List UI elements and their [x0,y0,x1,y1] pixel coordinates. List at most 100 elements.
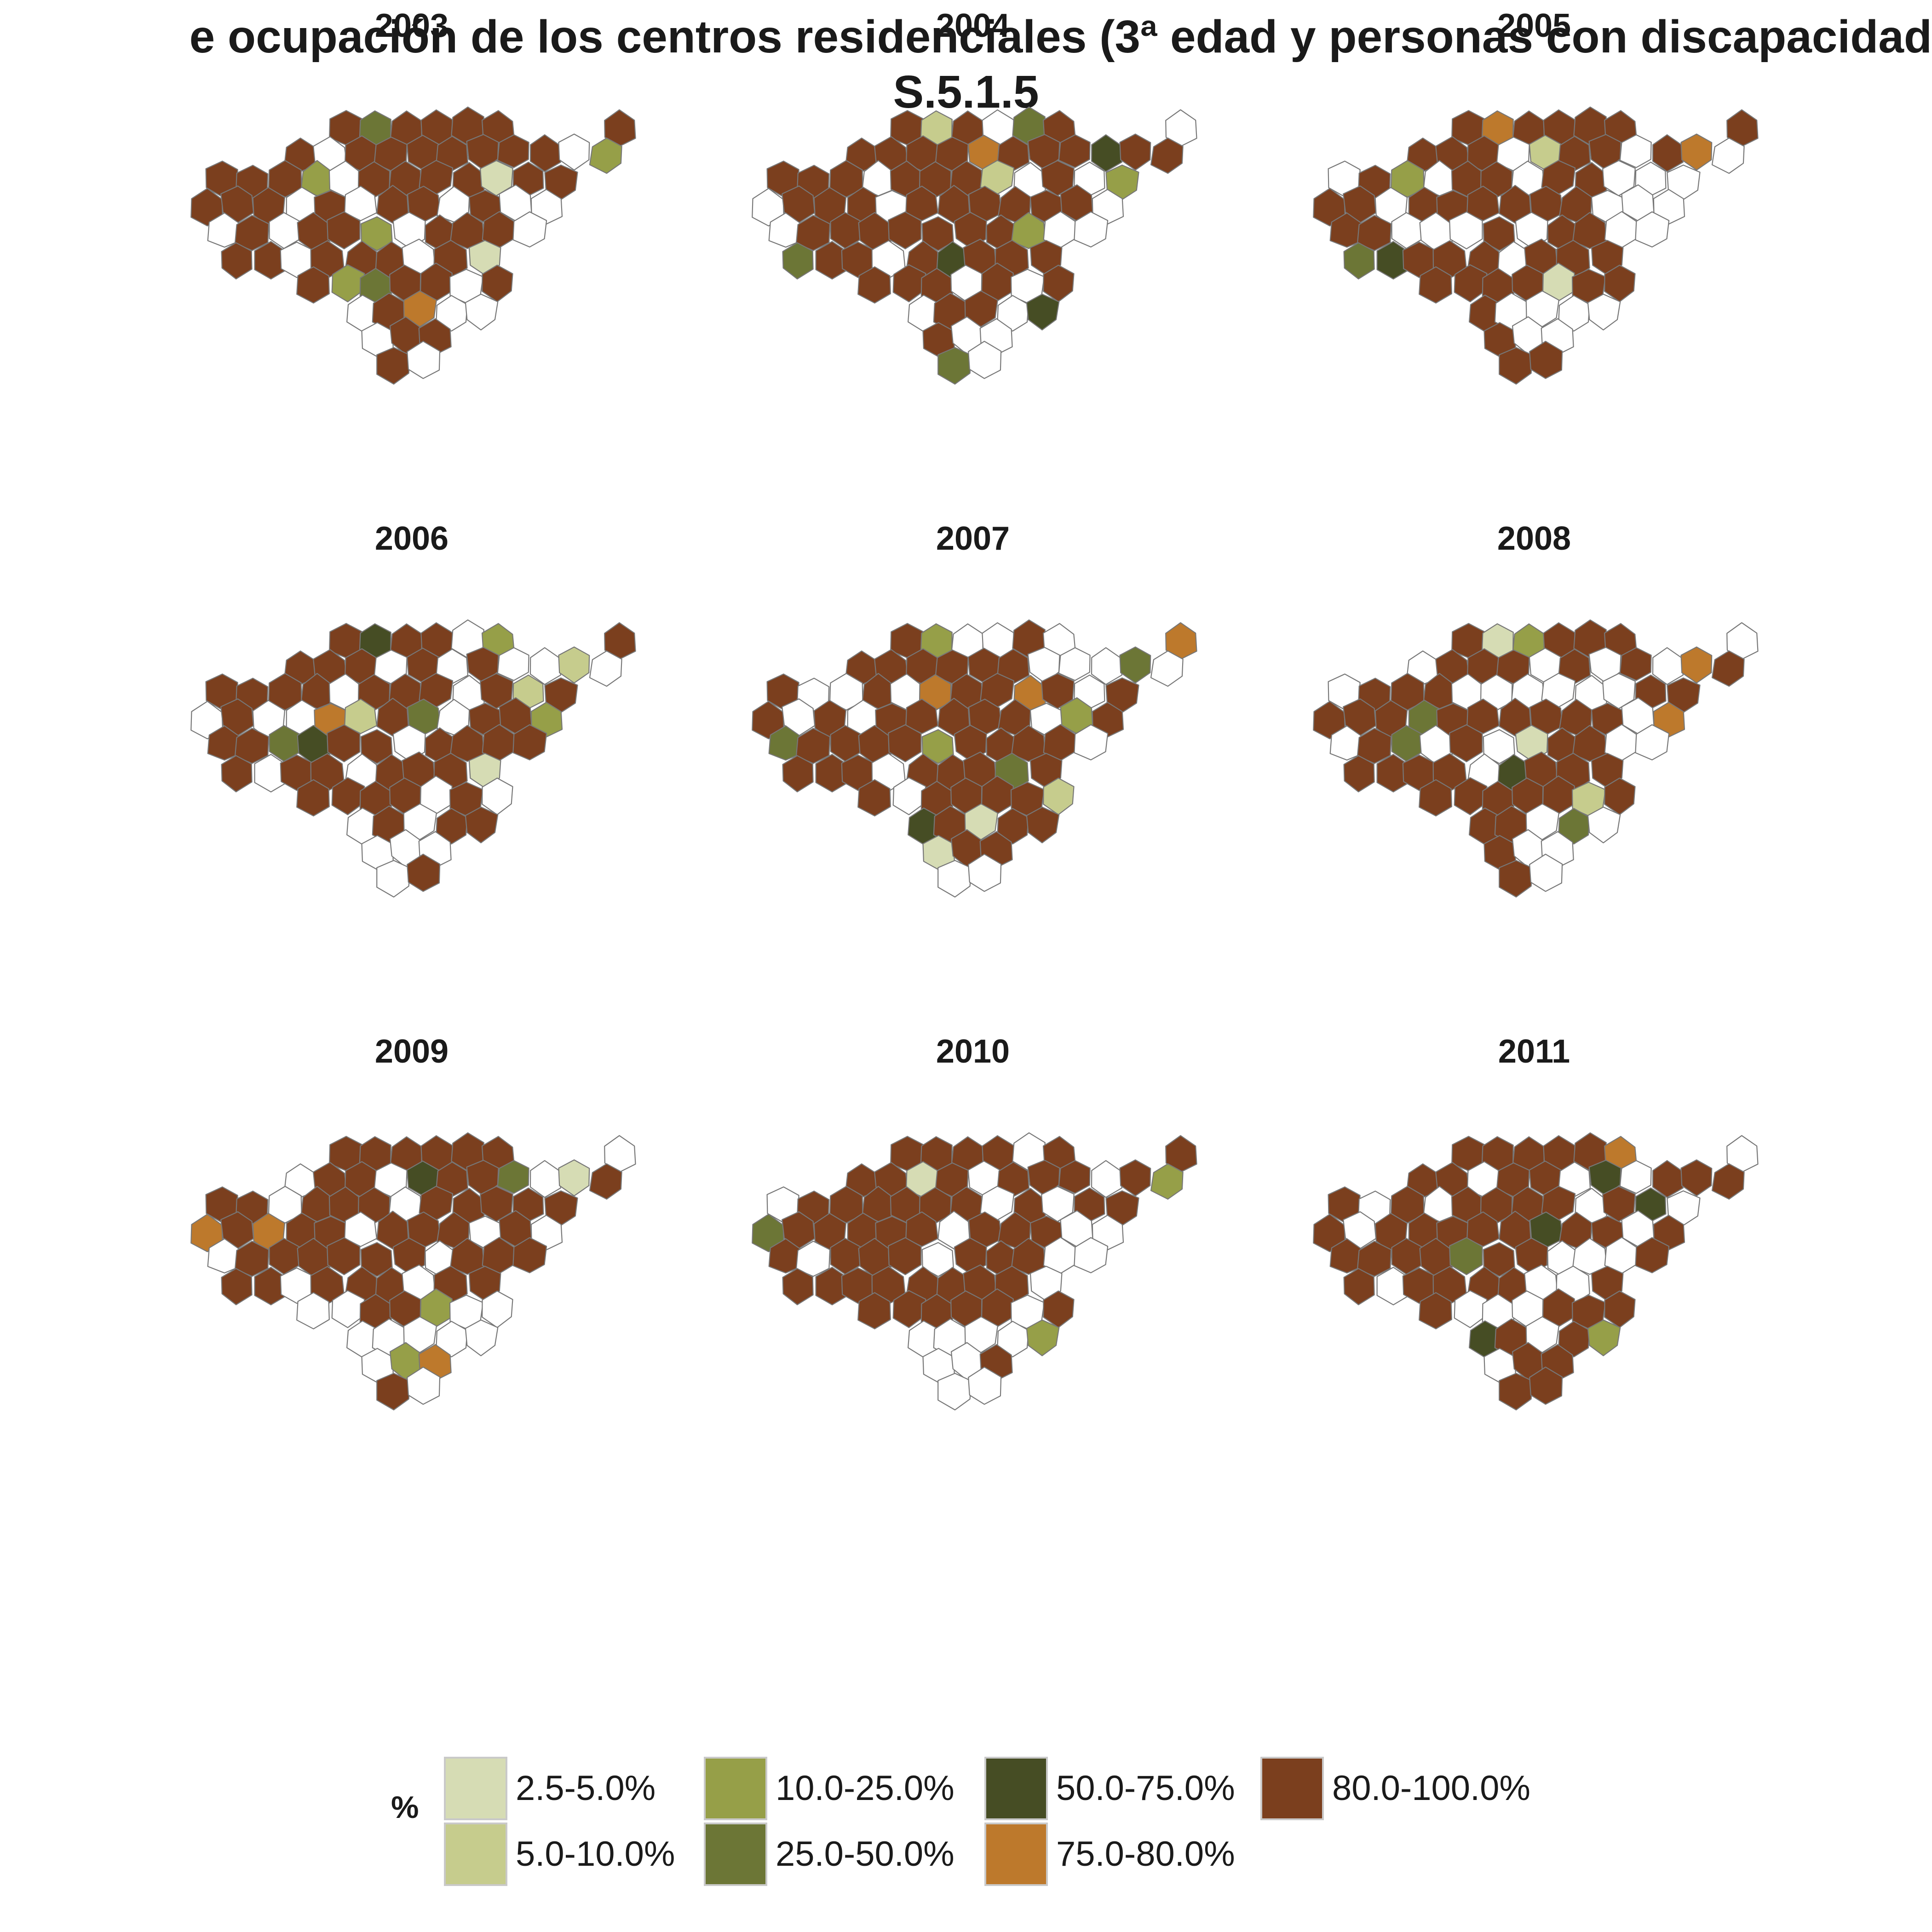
municipality [1026,806,1060,844]
map-panel-2005: 2005 [1313,7,1759,385]
municipality [1680,1159,1713,1196]
municipality [1058,134,1091,168]
map-panel-2004: 2004 [752,7,1197,385]
municipality [1449,724,1483,763]
legend-item: 80.0-100.0% [1260,1755,1530,1822]
municipality [1711,650,1745,687]
municipality [921,216,954,251]
municipality [1572,724,1607,762]
municipality [1572,212,1607,249]
municipality [1466,185,1500,221]
municipality [892,1290,926,1328]
municipality [1499,184,1531,224]
municipality [888,211,922,250]
municipality [1357,1241,1392,1277]
legend-item: 10.0-25.0% [704,1755,954,1822]
municipality [1150,650,1184,687]
panel-year-label: 2004 [936,7,1010,44]
municipality [207,1238,242,1274]
municipality [344,698,377,734]
municipality [1483,216,1515,251]
panel-year-label: 2010 [936,1033,1010,1070]
municipality [1419,266,1452,304]
municipality [1419,1292,1452,1329]
legend-item: 75.0-80.0% [984,1821,1235,1887]
municipality [921,1242,954,1277]
map-panel-2006: 2006 [190,520,636,898]
municipality [768,725,803,761]
municipality [1711,1163,1745,1200]
municipality [1499,347,1533,385]
map-panel-2010: 2010 [752,1033,1197,1411]
municipality [589,650,622,687]
municipality [905,1211,938,1247]
municipality [1058,1160,1091,1194]
municipality [1711,138,1745,174]
map-panel-2007: 2007 [752,520,1197,898]
municipality [221,755,253,793]
legend-label: 5.0-10.0% [516,1834,675,1874]
title-line-1: e ocupación de los centros residenciales… [189,11,1932,63]
municipality [888,724,922,763]
municipality [782,242,814,280]
municipality [782,755,814,793]
municipality [465,1319,499,1357]
map-panel-2008: 2008 [1313,520,1759,898]
municipality [1619,134,1652,168]
municipality [1329,725,1364,761]
municipality [1587,1319,1621,1357]
municipality [1011,1237,1046,1275]
municipality [234,1241,270,1277]
legend-label: 80.0-100.0% [1332,1769,1530,1808]
municipality [589,1163,622,1200]
municipality [857,779,891,816]
legend-label: 75.0-80.0% [1056,1834,1235,1874]
municipality [497,134,529,168]
municipality [376,184,409,224]
legend: % 2.5-5.0% 5.0-10.0% 10.0-25.0% 25.0-50.0% 5… [391,1739,1587,1886]
legend-item: 25.0-50.0% [704,1821,954,1887]
municipality [360,729,393,764]
municipality [1499,1373,1533,1411]
municipality [1449,1237,1483,1276]
municipality [344,1211,377,1247]
municipality [1529,853,1563,892]
municipality [1499,860,1533,898]
municipality [1454,264,1488,303]
municipality [857,266,891,304]
municipality [450,1237,485,1275]
legend-swatch [984,1822,1048,1886]
municipality [1483,1242,1515,1277]
municipality [407,340,441,379]
municipality [1680,133,1713,171]
municipality [1483,729,1515,764]
municipality [937,697,970,737]
municipality [1572,1237,1607,1275]
municipality [937,860,972,898]
municipality [1011,724,1046,762]
municipality [1119,646,1151,684]
municipality [905,185,938,221]
municipality [360,216,393,251]
municipality [450,212,485,249]
municipality [1529,340,1563,379]
legend-item: 50.0-75.0% [984,1755,1235,1822]
municipality [1499,1210,1531,1250]
municipality [768,1238,803,1274]
municipality [234,728,270,764]
municipality [1635,724,1670,761]
municipality [1357,215,1392,251]
municipality [968,1366,1002,1405]
municipality [1357,728,1392,764]
municipality [937,1210,970,1250]
municipality [465,293,499,331]
municipality [905,698,938,734]
municipality [968,853,1002,892]
municipality [1343,242,1375,280]
municipality [234,215,270,251]
municipality [450,724,485,762]
municipality [327,211,361,250]
panel-year-label: 2009 [375,1033,448,1070]
legend-item: 5.0-10.0% [444,1821,675,1887]
